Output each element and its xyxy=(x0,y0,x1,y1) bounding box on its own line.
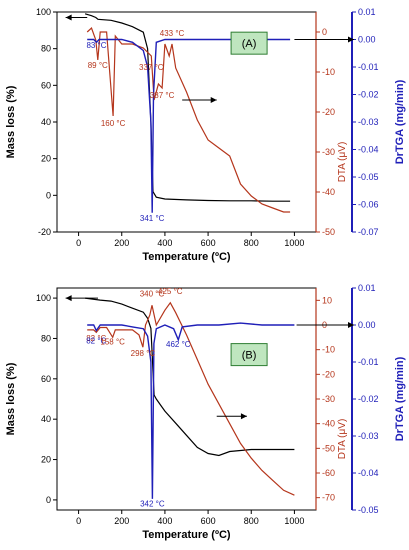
x-tick-label: 1000 xyxy=(284,516,304,526)
y-right1-axis-label: DTA (μV) xyxy=(337,142,348,183)
y-left-tick-label: 100 xyxy=(36,293,51,303)
y-left-tick-label: 80 xyxy=(41,333,51,343)
peak-annotation: 158 °C xyxy=(100,338,125,347)
peak-annotation: 89 °C xyxy=(88,61,108,70)
x-tick-label: 1000 xyxy=(284,238,304,248)
y-right1-tick-label: -50 xyxy=(322,227,335,237)
y-right2-tick-label: 0.01 xyxy=(358,7,376,17)
y-right1-tick-label: -20 xyxy=(322,107,335,117)
y-right1-tick-label: 0 xyxy=(322,27,327,37)
y-right2-tick-label: 0.00 xyxy=(358,320,376,330)
peak-annotation: 462 °C xyxy=(166,340,191,349)
y-left-tick-label: 40 xyxy=(41,117,51,127)
y-right2-tick-label: 0.01 xyxy=(358,283,376,293)
y-right2-tick-label: -0.01 xyxy=(358,62,379,72)
y-right1-tick-label: -70 xyxy=(322,493,335,503)
y-left-tick-label: 40 xyxy=(41,414,51,424)
x-tick-label: 400 xyxy=(157,238,172,248)
peak-annotation: 82 °C xyxy=(86,337,106,346)
y-right1-tick-label: -10 xyxy=(322,67,335,77)
y-right1-tick-label: -60 xyxy=(322,468,335,478)
y-left-tick-label: 20 xyxy=(41,455,51,465)
y-right2-tick-label: -0.04 xyxy=(358,468,379,478)
y-left-tick-label: 80 xyxy=(41,44,51,54)
x-axis-label: Temperature (ºC) xyxy=(142,529,230,541)
peak-annotation: 341 °C xyxy=(140,214,165,223)
mass-axis-arrow-head xyxy=(65,295,72,302)
x-tick-label: 800 xyxy=(244,516,259,526)
peak-annotation: 160 °C xyxy=(101,119,126,128)
peak-annotation: 433 °C xyxy=(160,29,185,38)
x-tick-label: 600 xyxy=(201,516,216,526)
x-tick-label: 600 xyxy=(201,238,216,248)
y-left-tick-label: -20 xyxy=(38,227,51,237)
x-tick-label: 0 xyxy=(76,516,81,526)
dta-axis-arrow-head xyxy=(240,413,247,420)
x-tick-label: 0 xyxy=(76,238,81,248)
dta-series-line xyxy=(87,301,295,496)
y-right2-tick-label: -0.02 xyxy=(358,90,379,100)
y-right1-tick-label: -30 xyxy=(322,394,335,404)
peak-annotation: 298 °C xyxy=(131,349,156,358)
y-left-axis-label: Mass loss (%) xyxy=(5,362,17,435)
y-left-tick-label: 60 xyxy=(41,374,51,384)
mass-loss-series-line xyxy=(85,297,295,457)
y-left-tick-label: 60 xyxy=(41,80,51,90)
x-tick-label: 400 xyxy=(157,516,172,526)
chart-panel-b: 0 200 400 600 800 1000 Temperature (ºC) 0 20 40 60… xyxy=(5,283,406,541)
drtga-series-line xyxy=(87,322,295,499)
y-right2-tick-label: -0.03 xyxy=(358,431,379,441)
panel-label: (B) xyxy=(242,350,257,362)
y-right1-axis-label: DTA (μV) xyxy=(337,419,348,460)
y-left-axis-label: Mass loss (%) xyxy=(5,85,17,158)
y-left-tick-label: 100 xyxy=(36,7,51,17)
drtga-axis-arrow-head xyxy=(348,322,354,328)
y-right2-axis-label: DrTGA (mg/min) xyxy=(394,79,406,164)
panel-label: (A) xyxy=(242,38,257,50)
y-right2-tick-label: -0.05 xyxy=(358,172,379,182)
y-right2-tick-label: 0.00 xyxy=(358,35,376,45)
y-right1-tick-label: 10 xyxy=(322,295,332,305)
dta-axis-arrow-head xyxy=(210,97,217,103)
peak-annotation: 425 °C xyxy=(158,287,183,296)
y-right1-tick-label: -40 xyxy=(322,187,335,197)
y-left-tick-label: 20 xyxy=(41,154,51,164)
peak-annotation: 340 °C xyxy=(140,290,165,299)
x-tick-label: 800 xyxy=(244,238,259,248)
y-right2-tick-label: -0.01 xyxy=(358,357,379,367)
dta-series-line xyxy=(86,26,291,213)
y-right1-tick-label: -40 xyxy=(322,419,335,429)
x-tick-label: 200 xyxy=(114,238,129,248)
y-right2-axis-label: DrTGA (mg/min) xyxy=(394,356,406,441)
y-right1-tick-label: -30 xyxy=(322,147,335,157)
peak-annotation: 83 °C xyxy=(86,41,106,50)
y-right2-tick-label: -0.03 xyxy=(358,117,379,127)
y-right2-tick-label: -0.04 xyxy=(358,145,379,155)
y-right2-tick-label: -0.07 xyxy=(358,227,379,237)
y-left-tick-label: 0 xyxy=(46,495,51,505)
y-right2-tick-label: -0.02 xyxy=(358,394,379,404)
peak-annotation: 337 °C xyxy=(139,63,164,72)
peak-annotation: 387 °C xyxy=(150,91,175,100)
y-right1-tick-label: -10 xyxy=(322,345,335,355)
mass-axis-arrow-head xyxy=(65,14,72,21)
y-right1-tick-label: -50 xyxy=(322,443,335,453)
peak-annotation: 342 °C xyxy=(140,499,165,508)
plot-frame xyxy=(56,287,317,511)
x-axis-label: Temperature (ºC) xyxy=(142,251,230,263)
peak-annotation: 82 °C xyxy=(86,334,106,343)
drtga-axis-arrow-head xyxy=(348,36,354,43)
y-right2-tick-label: -0.06 xyxy=(358,200,379,210)
y-right1-tick-label: -20 xyxy=(322,369,335,379)
panel-label-box xyxy=(230,343,268,367)
panel-label-box xyxy=(230,31,268,55)
x-tick-label: 200 xyxy=(114,516,129,526)
drtga-series-line xyxy=(87,38,291,213)
y-right2-tick-label: -0.05 xyxy=(358,505,379,515)
y-left-tick-label: 0 xyxy=(46,190,51,200)
